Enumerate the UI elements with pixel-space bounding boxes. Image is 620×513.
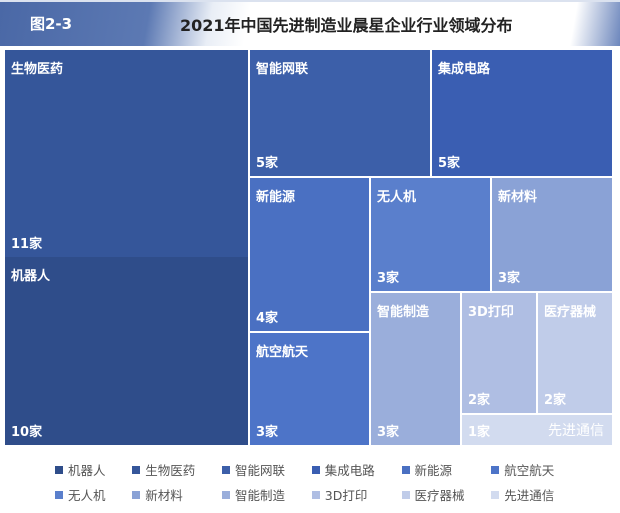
legend-item: 航空航天: [491, 460, 575, 479]
figure-label: 图2-3: [30, 15, 73, 33]
cell-value: 10家: [11, 425, 43, 440]
legend-swatch: [401, 465, 410, 474]
cell-label: 智能网联: [256, 62, 309, 77]
legend-label: 集成电路: [324, 463, 375, 478]
treemap-cell: 先进通信 1家: [462, 415, 612, 445]
cell-label: 智能制造: [377, 305, 430, 320]
legend-label: 3D打印: [324, 488, 368, 503]
legend-swatch: [55, 465, 63, 474]
legend-item: 3D打印: [311, 485, 396, 504]
legend-swatch: [55, 490, 63, 499]
cell-value: 3家: [377, 425, 400, 440]
legend-label: 先进通信: [504, 488, 555, 503]
legend-item: 生物医药: [132, 460, 216, 479]
legend-swatch: [222, 465, 230, 474]
cell-value: 5家: [256, 156, 279, 171]
cell-label: 生物医药: [11, 62, 64, 77]
cell-value: 3家: [498, 271, 521, 286]
treemap-cell: 3D打印 2家: [462, 293, 536, 413]
cell-value: 3家: [377, 271, 400, 286]
treemap-cell: 航空航天 3家: [250, 333, 369, 445]
legend-item: 新材料: [132, 485, 216, 504]
legend-item: 机器人: [55, 460, 126, 479]
cell-value: 2家: [468, 393, 491, 408]
legend-label: 智能制造: [235, 488, 286, 503]
legend-swatch: [132, 490, 141, 499]
legend-label: 新材料: [145, 488, 183, 503]
legend-swatch: [222, 490, 230, 499]
treemap-cell: 新能源 4家: [250, 178, 369, 331]
cell-value: 11家: [11, 237, 43, 252]
treemap-cell: 智能制造 3家: [371, 293, 460, 445]
legend-swatch: [311, 465, 320, 474]
cell-label: 医疗器械: [544, 305, 597, 320]
cell-label: 新材料: [498, 190, 538, 205]
legend-swatch: [491, 465, 500, 474]
legend-item: 无人机: [55, 485, 126, 504]
chart-header: 图2-3 2021年中国先进制造业晨星企业行业领域分布: [0, 0, 620, 46]
legend-item: 新能源: [401, 460, 486, 479]
legend-item: 集成电路: [311, 460, 396, 479]
cell-label: 新能源: [256, 190, 296, 205]
legend-item: 智能网联: [222, 460, 306, 479]
treemap-cell: 新材料 3家: [492, 178, 612, 291]
legend-label: 无人机: [68, 488, 106, 503]
legend-item: 先进通信: [491, 485, 575, 504]
legend-item: 医疗器械: [401, 485, 486, 504]
treemap-cell: 生物医药 11家: [5, 50, 248, 257]
legend-swatch: [311, 490, 320, 499]
cell-value: 3家: [256, 425, 279, 440]
legend-swatch: [491, 490, 500, 499]
legend-label: 航空航天: [504, 463, 555, 478]
cell-value: 5家: [438, 156, 461, 171]
cell-label: 集成电路: [438, 62, 491, 77]
legend-swatch: [132, 465, 141, 474]
cell-value: 1家: [468, 425, 491, 440]
cell-label: 航空航天: [256, 345, 309, 360]
legend-label: 新能源: [414, 463, 453, 478]
treemap-cell: 医疗器械 2家: [538, 293, 612, 413]
legend-label: 智能网联: [235, 463, 286, 478]
cell-label: 3D打印: [468, 305, 514, 320]
cell-label: 先进通信: [548, 423, 604, 439]
legend-swatch: [401, 490, 410, 499]
legend-item: 智能制造: [222, 485, 306, 504]
treemap-cell: 集成电路 5家: [432, 50, 612, 176]
legend-label: 生物医药: [145, 463, 196, 478]
legend: 机器人 生物医药 智能网联 集成电路 新能源 航空航天无人机 新材料 智能制造 3D打印 医疗器械…: [55, 460, 575, 504]
cell-value: 2家: [544, 393, 567, 408]
treemap-cell: 无人机 3家: [371, 178, 490, 291]
cell-label: 机器人: [11, 269, 51, 284]
chart-title: 2021年中国先进制造业晨星企业行业领域分布: [180, 16, 513, 35]
cell-label: 无人机: [377, 190, 417, 205]
treemap-cell: 机器人 10家: [5, 257, 248, 445]
cell-value: 4家: [256, 311, 279, 326]
legend-label: 医疗器械: [414, 488, 465, 503]
legend-label: 机器人: [68, 463, 106, 478]
treemap-cell: 智能网联 5家: [250, 50, 430, 176]
